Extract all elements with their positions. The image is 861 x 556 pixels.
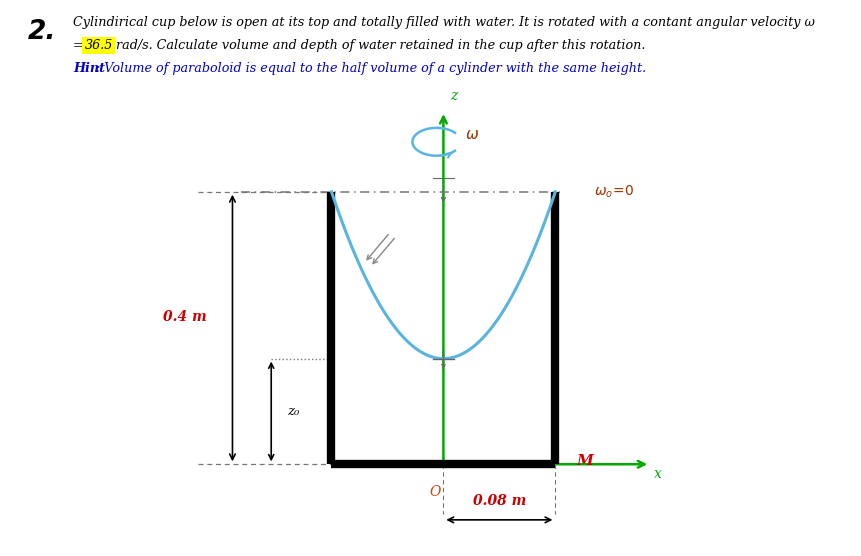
Text: x: x xyxy=(654,467,662,481)
Text: 0.4 m: 0.4 m xyxy=(164,310,207,324)
Text: 0.08 m: 0.08 m xyxy=(473,494,526,508)
Text: 36.5: 36.5 xyxy=(84,39,113,52)
Text: 2.: 2. xyxy=(28,19,56,46)
Text: =: = xyxy=(73,39,88,52)
Text: z: z xyxy=(450,89,457,103)
Text: rad/s. Calculate volume and depth of water retained in the cup after this rotati: rad/s. Calculate volume and depth of wat… xyxy=(112,39,645,52)
Text: z₀: z₀ xyxy=(287,405,299,418)
Text: M: M xyxy=(577,454,594,469)
Text: Cylindirical cup below is open at its top and totally filled with water. It is r: Cylindirical cup below is open at its to… xyxy=(73,16,815,28)
Text: : Volume of paraboloid is equal to the half volume of a cylinder with the same h: : Volume of paraboloid is equal to the h… xyxy=(96,62,647,75)
Text: O: O xyxy=(429,485,441,499)
Text: $\omega$: $\omega$ xyxy=(465,128,479,142)
Text: $\omega_o\!=\!0$: $\omega_o\!=\!0$ xyxy=(594,183,635,200)
Text: Hint: Hint xyxy=(73,62,105,75)
